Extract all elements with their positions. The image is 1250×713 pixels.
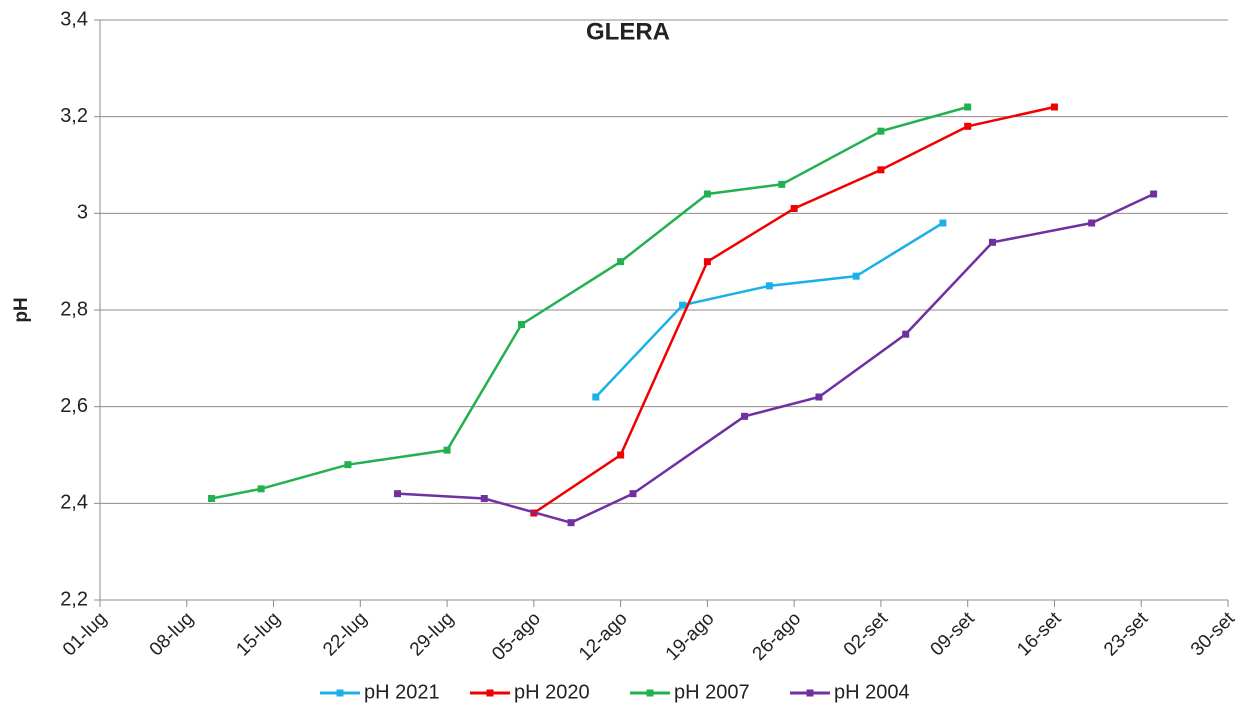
data-point [480, 495, 488, 502]
x-tick-label: 01-lug [59, 608, 111, 660]
data-point [765, 282, 773, 290]
y-tick-label: 3 [77, 202, 88, 224]
x-tick-label: 05-ago [488, 608, 545, 665]
data-point [257, 485, 265, 493]
y-tick-label: 2,4 [60, 492, 88, 514]
x-tick-label: 08-lug [146, 608, 198, 660]
x-tick-label: 09-set [927, 608, 980, 661]
chart-title: GLERA [586, 18, 670, 45]
data-point [629, 490, 637, 498]
y-axis-label: pH [11, 297, 32, 322]
data-point [852, 272, 860, 280]
data-point [517, 321, 525, 328]
x-tick-label: 02-set [840, 608, 893, 661]
data-point [778, 180, 786, 188]
legend-label: pH 2007 [674, 681, 750, 703]
data-point [877, 166, 885, 174]
data-point [939, 219, 947, 227]
y-tick-label: 2,2 [60, 588, 88, 610]
data-point [617, 451, 625, 459]
data-point [1088, 219, 1096, 227]
data-point [988, 238, 996, 246]
data-point [443, 446, 451, 454]
data-point [1050, 103, 1058, 111]
legend-marker [336, 689, 344, 697]
y-tick-label: 2,6 [60, 395, 88, 417]
legend-marker [486, 689, 494, 697]
legend-marker [646, 689, 654, 697]
x-tick-label: 30-set [1187, 608, 1240, 661]
data-point [679, 301, 687, 309]
data-point [902, 330, 910, 338]
legend-label: pH 2004 [834, 681, 910, 703]
data-point [208, 495, 216, 502]
data-point [703, 190, 711, 198]
data-point [617, 258, 625, 266]
y-tick-label: 3,4 [60, 8, 88, 30]
data-point [964, 103, 972, 111]
x-tick-label: 29-lug [406, 608, 458, 660]
data-point [393, 490, 401, 498]
x-tick-label: 26-ago [749, 608, 806, 665]
data-point [815, 393, 823, 401]
x-tick-label: 22-lug [319, 608, 371, 660]
x-tick-label: 23-set [1100, 608, 1153, 661]
data-point [703, 258, 711, 266]
series-line [211, 105, 969, 500]
series-line [397, 192, 1155, 524]
x-tick-label: 12-ago [575, 608, 632, 665]
legend-label: pH 2020 [514, 681, 590, 703]
x-tick-label: 16-set [1013, 608, 1066, 661]
data-point [592, 393, 600, 401]
y-tick-label: 2,8 [60, 298, 88, 320]
data-point [1150, 190, 1158, 198]
x-tick-label: 19-ago [662, 608, 719, 665]
x-tick-label: 15-lug [232, 608, 284, 660]
data-point [964, 122, 972, 130]
data-point [877, 127, 885, 135]
data-point [741, 412, 749, 420]
legend-label: pH 2021 [364, 681, 440, 703]
legend-marker [806, 689, 814, 697]
data-point [567, 519, 575, 527]
data-point [344, 461, 352, 469]
data-point [790, 205, 798, 212]
y-tick-label: 3,2 [60, 105, 88, 127]
